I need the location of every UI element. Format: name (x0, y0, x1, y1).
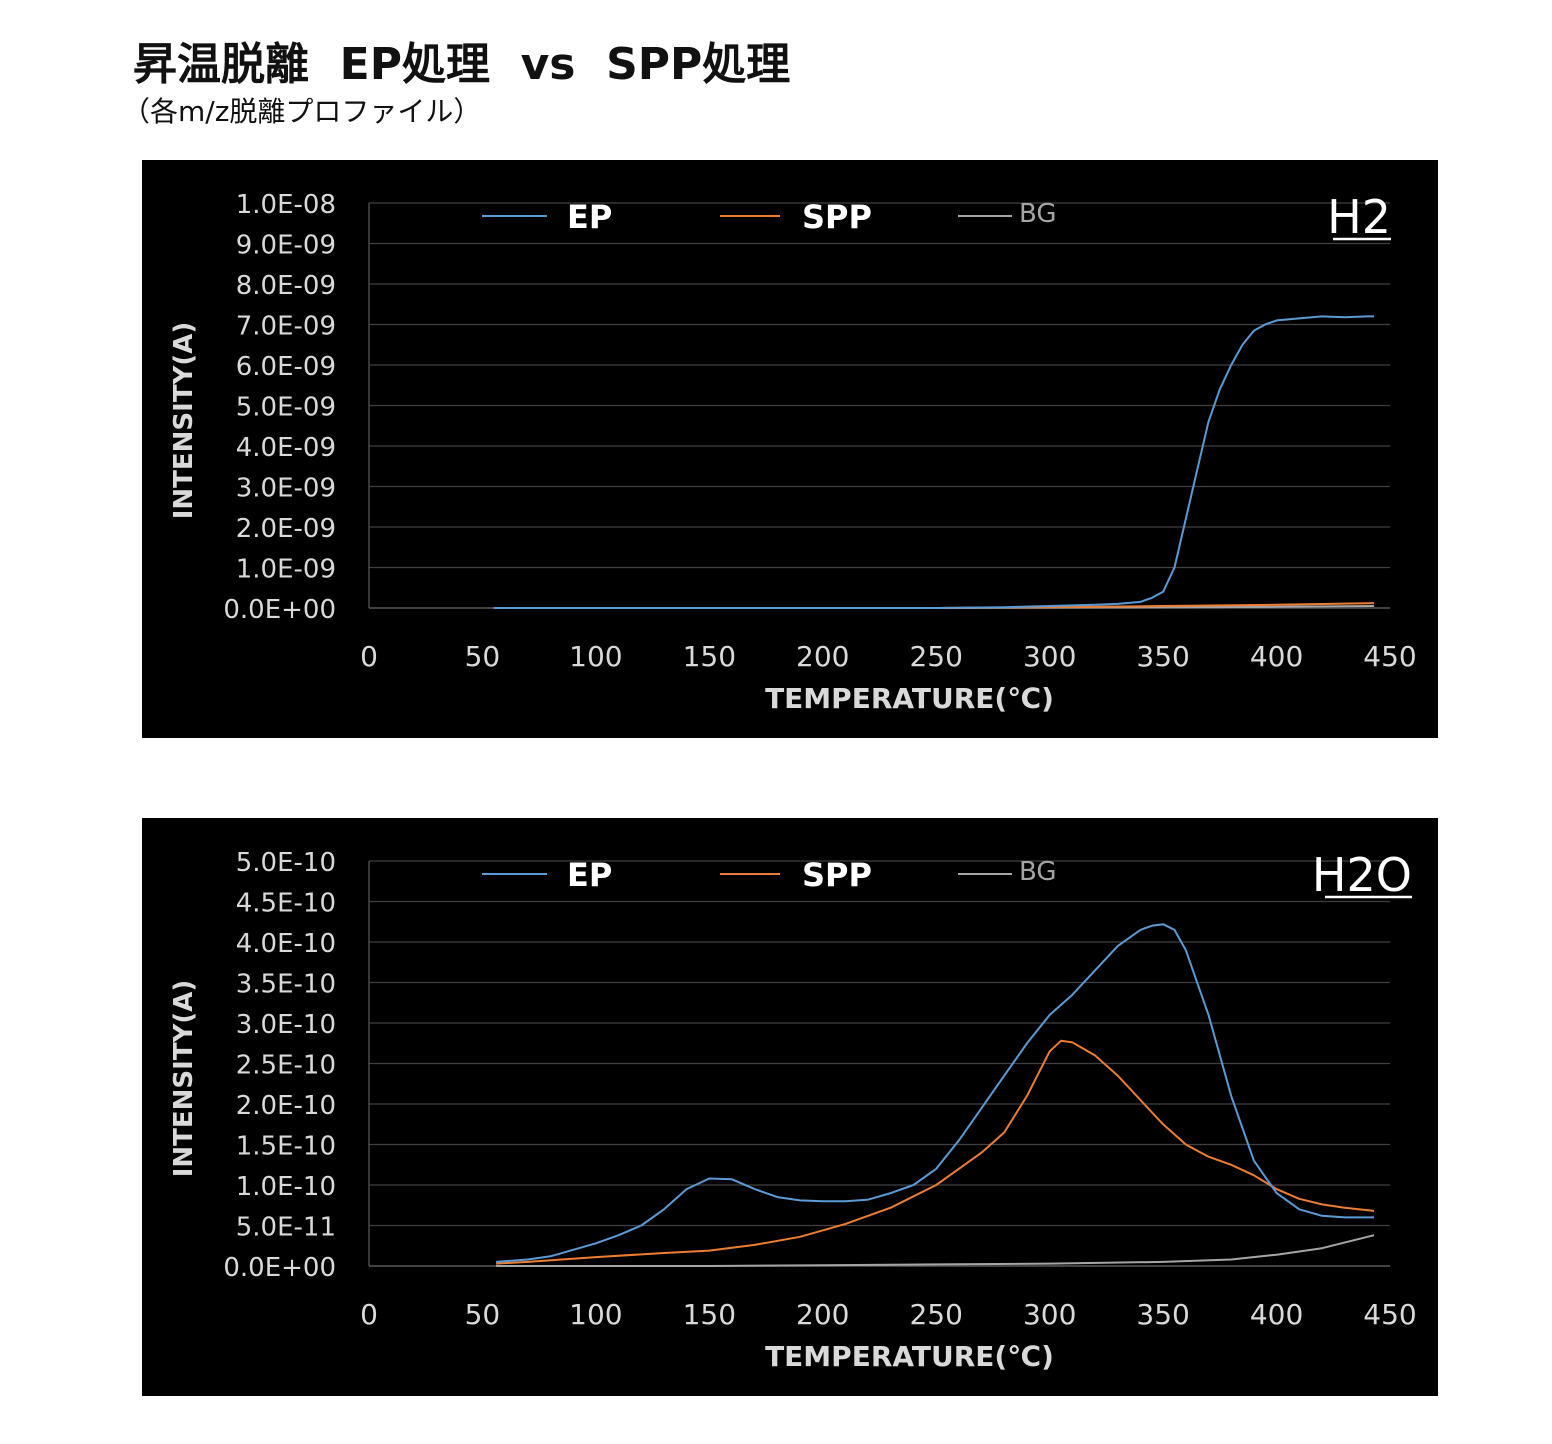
y-tick-label: 0.0E+00 (223, 1253, 336, 1283)
page-title: 昇温脱離 EP処理 vs SPP処理 (133, 39, 791, 90)
chart-h2: 0.0E+00 1.0E-09 2.0E-09 3.0E-09 4.0E-09 5.0E-… (169, 190, 1417, 715)
series-line-bg (496, 1234, 1375, 1267)
y-tick-label: 0.0E+00 (223, 595, 336, 625)
y-tick-label: 4.5E-10 (236, 889, 336, 919)
legend-label: SPP (802, 856, 872, 894)
y-tick-label: 5.0E-09 (236, 393, 336, 423)
x-tick-label: 350 (1136, 640, 1189, 673)
y-tick-label: 5.0E-11 (236, 1213, 336, 1243)
x-tick-label: 0 (360, 1298, 378, 1331)
y-tick-label: 3.5E-10 (236, 970, 336, 1000)
x-tick-label: 150 (683, 640, 736, 673)
x-tick-label: 300 (1023, 1298, 1076, 1331)
x-tick-label: 450 (1363, 640, 1416, 673)
y-tick-label: 3.0E-10 (236, 1010, 336, 1040)
x-tick-label: 400 (1250, 1298, 1303, 1331)
y-tick-label: 1.0E-08 (236, 190, 336, 220)
x-tick-label: 0 (360, 640, 378, 673)
page-subtitle: （各m/z脱離プロファイル） (122, 95, 482, 128)
y-tick-label: 1.0E-09 (236, 555, 336, 585)
chart-panel-h2o: 0.0E+00 5.0E-11 1.0E-10 1.5E-10 2.0E-10 2.5E-… (142, 818, 1438, 1396)
y-tick-label: 1.0E-10 (236, 1172, 336, 1202)
legend-label: SPP (802, 198, 872, 236)
x-tick-label: 100 (569, 1298, 622, 1331)
x-tick-label: 50 (465, 1298, 501, 1331)
chart-h2o: 0.0E+00 5.0E-11 1.0E-10 1.5E-10 2.0E-10 2.5E-… (169, 848, 1417, 1373)
x-tick-label: 350 (1136, 1298, 1189, 1331)
x-axis-label: TEMPERATURE(℃) (765, 682, 1054, 715)
y-tick-label: 1.5E-10 (236, 1132, 336, 1162)
legend-label: EP (567, 198, 612, 236)
y-tick-label: 3.0E-09 (236, 474, 336, 504)
x-tick-label: 200 (796, 1298, 849, 1331)
x-tick-label: 150 (683, 1298, 736, 1331)
x-tick-label: 50 (465, 640, 501, 673)
legend-label: BG (1019, 857, 1057, 887)
y-tick-label: 4.0E-10 (236, 929, 336, 959)
y-tick-label: 4.0E-09 (236, 433, 336, 463)
y-tick-label: 2.0E-09 (236, 514, 336, 544)
y-tick-label: 8.0E-09 (236, 271, 336, 301)
y-tick-label: 7.0E-09 (236, 312, 336, 342)
x-tick-label: 250 (909, 640, 962, 673)
y-tick-label: 5.0E-10 (236, 848, 336, 878)
y-tick-label: 2.5E-10 (236, 1051, 336, 1081)
y-tick-label: 2.0E-10 (236, 1091, 336, 1121)
x-tick-label: 300 (1023, 640, 1076, 673)
x-tick-label: 100 (569, 640, 622, 673)
x-axis-label: TEMPERATURE(℃) (765, 1340, 1054, 1373)
series-line-ep (496, 923, 1375, 1263)
chart-panel-h2: 0.0E+00 1.0E-09 2.0E-09 3.0E-09 4.0E-09 5.0E-… (142, 160, 1438, 738)
x-tick-label: 200 (796, 640, 849, 673)
y-axis-label: INTENSITY(A) (169, 980, 199, 1178)
series-line-ep (493, 315, 1375, 609)
series-line-spp (496, 1039, 1375, 1265)
x-tick-label: 250 (909, 1298, 962, 1331)
chart-tag: H2O (1312, 848, 1412, 902)
x-tick-label: 400 (1250, 640, 1303, 673)
y-axis-label: INTENSITY(A) (169, 322, 199, 520)
legend-label: EP (567, 856, 612, 894)
y-tick-label: 6.0E-09 (236, 352, 336, 382)
x-tick-label: 450 (1363, 1298, 1416, 1331)
y-tick-label: 9.0E-09 (236, 231, 336, 261)
chart-tag: H2 (1327, 190, 1391, 244)
legend-label: BG (1019, 199, 1057, 229)
